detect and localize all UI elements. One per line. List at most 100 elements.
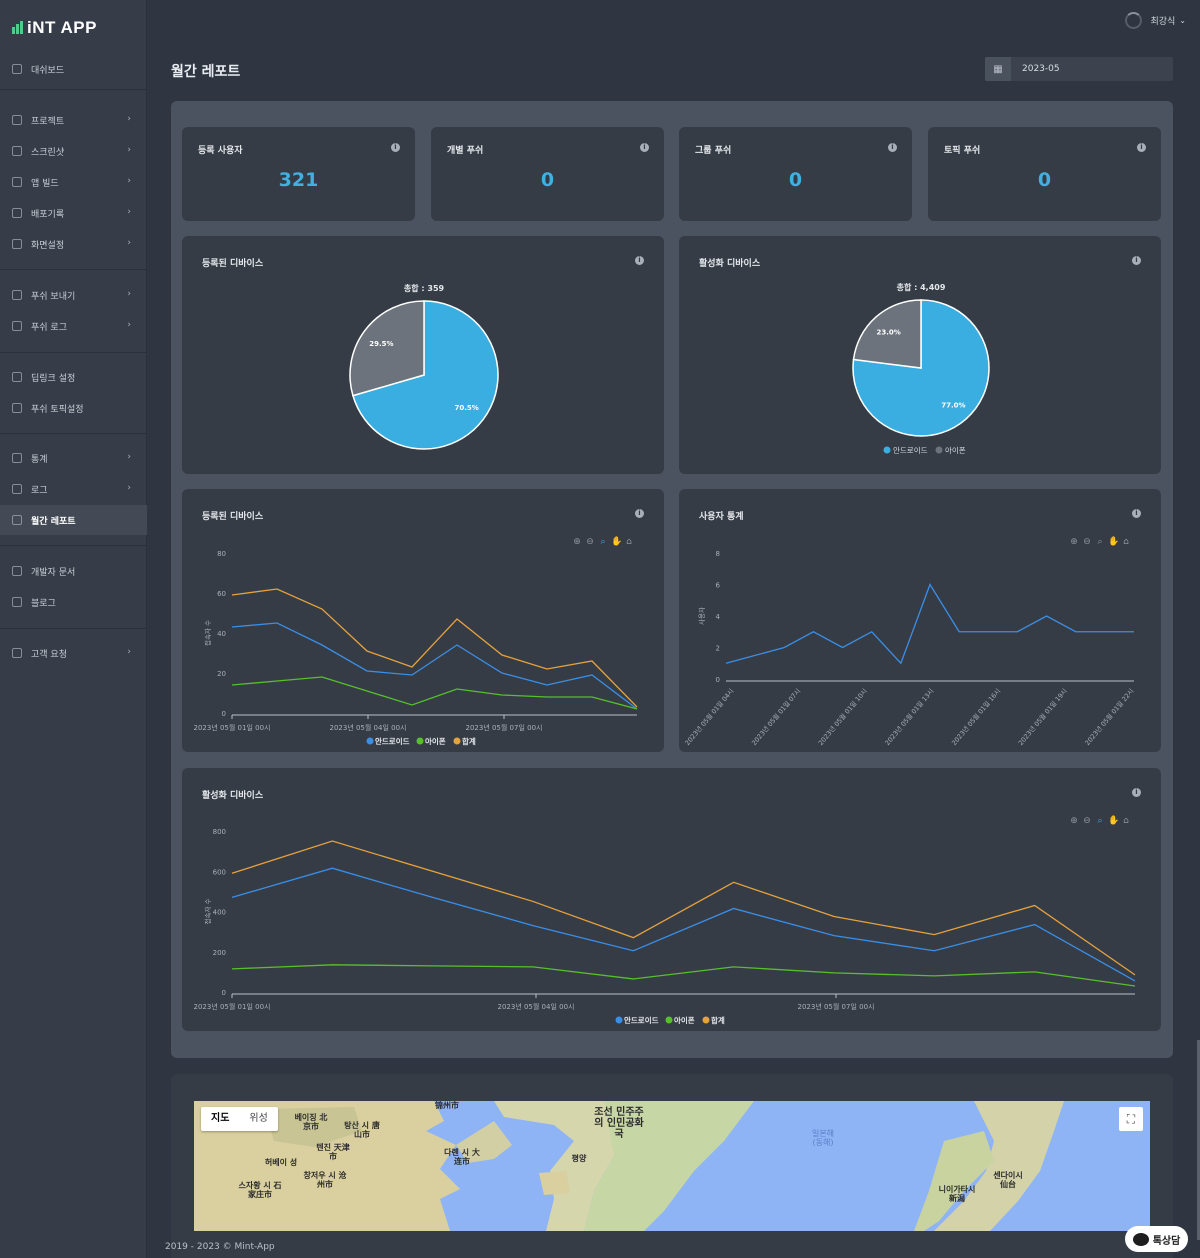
sidebar-item[interactable]: 블로그 xyxy=(0,587,147,617)
chart-toolbar: ⊕ ⊖ ⌕ ✋ ⌂ xyxy=(1069,537,1131,547)
zoom-in-icon[interactable]: ⊕ xyxy=(1070,816,1078,826)
sidebar-item[interactable]: 화면설정 › xyxy=(0,229,147,259)
info-icon[interactable]: i xyxy=(635,509,644,518)
chevron-right-icon: › xyxy=(127,207,131,217)
x-tick-label: 2023년 05월 01일 16시 xyxy=(949,686,1002,747)
sidebar-item[interactable]: 배포기록 › xyxy=(0,198,147,228)
sidebar-item[interactable]: 대쉬보드 xyxy=(0,54,147,84)
sidebar-item[interactable]: 통계 › xyxy=(0,443,147,473)
zoom-out-icon[interactable]: ⊖ xyxy=(586,537,594,547)
user-menu[interactable]: 최강식 ⌄ xyxy=(1125,12,1186,29)
chevron-right-icon: › xyxy=(127,238,131,248)
pie-slice[interactable] xyxy=(852,299,990,437)
info-icon[interactable]: i xyxy=(1132,509,1141,518)
map-tab-map[interactable]: 지도 xyxy=(211,1113,230,1124)
footer-copyright: 2019 - 2023 © Mint-App xyxy=(165,1242,275,1252)
sidebar-item[interactable]: 개발자 문서 xyxy=(0,556,147,586)
map-label: 다롄 시 大连市 xyxy=(444,1148,480,1166)
card-title: 활성화 디바이스 xyxy=(202,791,264,801)
card-title: 등록된 디바이스 xyxy=(202,259,264,269)
info-icon[interactable]: i xyxy=(635,256,644,265)
info-icon[interactable]: i xyxy=(1132,788,1141,797)
legend-label[interactable]: 아이폰 xyxy=(674,1015,695,1025)
sidebar-item[interactable]: 딥링크 설정 xyxy=(0,362,147,392)
series-line[interactable] xyxy=(231,622,638,710)
sidebar-item[interactable]: 월간 레포트 xyxy=(0,505,147,535)
app-logo[interactable]: iNT APP xyxy=(12,18,97,39)
map-label: 센다이시 仙台 xyxy=(993,1171,1023,1189)
pie-slice[interactable] xyxy=(352,300,499,450)
y-tick-label: 6 xyxy=(716,582,721,590)
stat-card-individual-push: 개별 푸쉬 i 0 xyxy=(431,127,664,221)
map-label: 니이가타시 新潟 xyxy=(938,1185,976,1203)
map-label: 锦州市 xyxy=(435,1101,459,1110)
zoom-in-icon[interactable]: ⊕ xyxy=(573,537,581,547)
legend-label[interactable]: 합계 xyxy=(462,736,476,746)
zoom-out-icon[interactable]: ⊖ xyxy=(1083,816,1091,826)
map-tab-satellite[interactable]: 위성 xyxy=(249,1113,268,1124)
legend-label[interactable]: 아이폰 xyxy=(425,736,446,746)
selection-zoom-icon[interactable]: ⌕ xyxy=(1097,816,1103,826)
zoom-in-icon[interactable]: ⊕ xyxy=(1070,537,1078,547)
series-line[interactable] xyxy=(231,867,1136,982)
reset-home-icon[interactable]: ⌂ xyxy=(1123,816,1129,826)
card-title: 활성화 디바이스 xyxy=(699,259,761,269)
card-title: 사용자 통계 xyxy=(699,512,744,522)
pie-slice[interactable] xyxy=(852,299,922,369)
info-icon[interactable]: i xyxy=(640,143,649,152)
map-label: 허베이 성 xyxy=(264,1158,298,1167)
series-line[interactable] xyxy=(231,676,638,710)
selection-zoom-icon[interactable]: ⌕ xyxy=(600,537,606,547)
pan-icon[interactable]: ✋ xyxy=(1108,816,1120,826)
series-line[interactable] xyxy=(231,840,1136,976)
zoom-out-icon[interactable]: ⊖ xyxy=(1083,537,1091,547)
info-icon[interactable]: i xyxy=(1137,143,1146,152)
chat-consult-button[interactable]: 톡상담 xyxy=(1125,1226,1188,1252)
pan-icon[interactable]: ✋ xyxy=(1108,537,1120,547)
info-icon[interactable]: i xyxy=(391,143,400,152)
map-label: 창저우 시 沧州市 xyxy=(303,1171,347,1189)
fullscreen-icon[interactable]: ⛶ xyxy=(1119,1107,1143,1131)
legend-label[interactable]: 아이폰 xyxy=(945,445,966,455)
user-stats-line-card: 사용자 통계 i ⊕ ⊖ ⌕ ✋ ⌂ 0 2 4 6 8 사용자 2023년 05월 01일 04시… xyxy=(679,489,1161,752)
legend-label[interactable]: 안드로이드 xyxy=(893,445,928,455)
sidebar-item[interactable]: 고객 요청 › xyxy=(0,638,147,668)
sidebar-item[interactable]: 푸쉬 보내기 › xyxy=(0,280,147,310)
x-tick-label: 2023년 05월 07일 00시 xyxy=(466,723,543,732)
sidebar-item[interactable]: 로그 › xyxy=(0,474,147,504)
sidebar-item-label: 앱 빌드 xyxy=(31,178,59,189)
series-line[interactable] xyxy=(725,583,1134,665)
map-label: 조선 민주주의 인민공화국 xyxy=(594,1107,644,1140)
sidebar-divider xyxy=(0,352,147,353)
legend-label[interactable]: 합계 xyxy=(711,1015,725,1025)
y-tick-label: 0 xyxy=(222,710,226,718)
map-view[interactable]: 지도 위성 ⛶ 베이징 北京市 탕산 시 唐山市 텐진 天津市 허베이 성 창저… xyxy=(194,1101,1150,1231)
series-line[interactable] xyxy=(231,964,1136,987)
pie-slice[interactable] xyxy=(349,300,425,397)
y-tick-label: 0 xyxy=(222,989,226,997)
x-tick-label: 2023년 05월 01일 00시 xyxy=(194,1002,271,1011)
sidebar-item[interactable]: 푸쉬 토픽설정 xyxy=(0,393,147,423)
registered-devices-pie-card: 등록된 디바이스 i 총합 : 359 70.5% 29.5% xyxy=(182,236,664,474)
sidebar-item[interactable]: 프로젝트 › xyxy=(0,105,147,135)
series-line[interactable] xyxy=(231,588,638,708)
send-icon xyxy=(12,321,22,331)
selection-zoom-icon[interactable]: ⌕ xyxy=(1097,537,1103,547)
sidebar-item[interactable]: 푸쉬 로그 › xyxy=(0,311,147,341)
page-title: 월간 레포트 xyxy=(171,64,241,80)
legend-marker xyxy=(366,737,374,745)
reset-home-icon[interactable]: ⌂ xyxy=(626,537,632,547)
info-icon[interactable]: i xyxy=(1132,256,1141,265)
legend-label[interactable]: 안드로이드 xyxy=(624,1015,659,1025)
month-picker[interactable]: ▦ 2023-05 xyxy=(985,57,1173,81)
pan-icon[interactable]: ✋ xyxy=(611,537,623,547)
page-scrollbar[interactable] xyxy=(1197,1040,1200,1240)
sidebar-item[interactable]: 앱 빌드 › xyxy=(0,167,147,197)
legend-label[interactable]: 안드로이드 xyxy=(375,736,410,746)
info-icon[interactable]: i xyxy=(888,143,897,152)
sidebar-item[interactable]: 스크린샷 › xyxy=(0,136,147,166)
reset-home-icon[interactable]: ⌂ xyxy=(1123,537,1129,547)
y-tick-label: 60 xyxy=(217,590,226,598)
sidebar-item-label: 딥링크 설정 xyxy=(31,373,76,384)
pie-slice-label: 23.0% xyxy=(876,328,900,336)
